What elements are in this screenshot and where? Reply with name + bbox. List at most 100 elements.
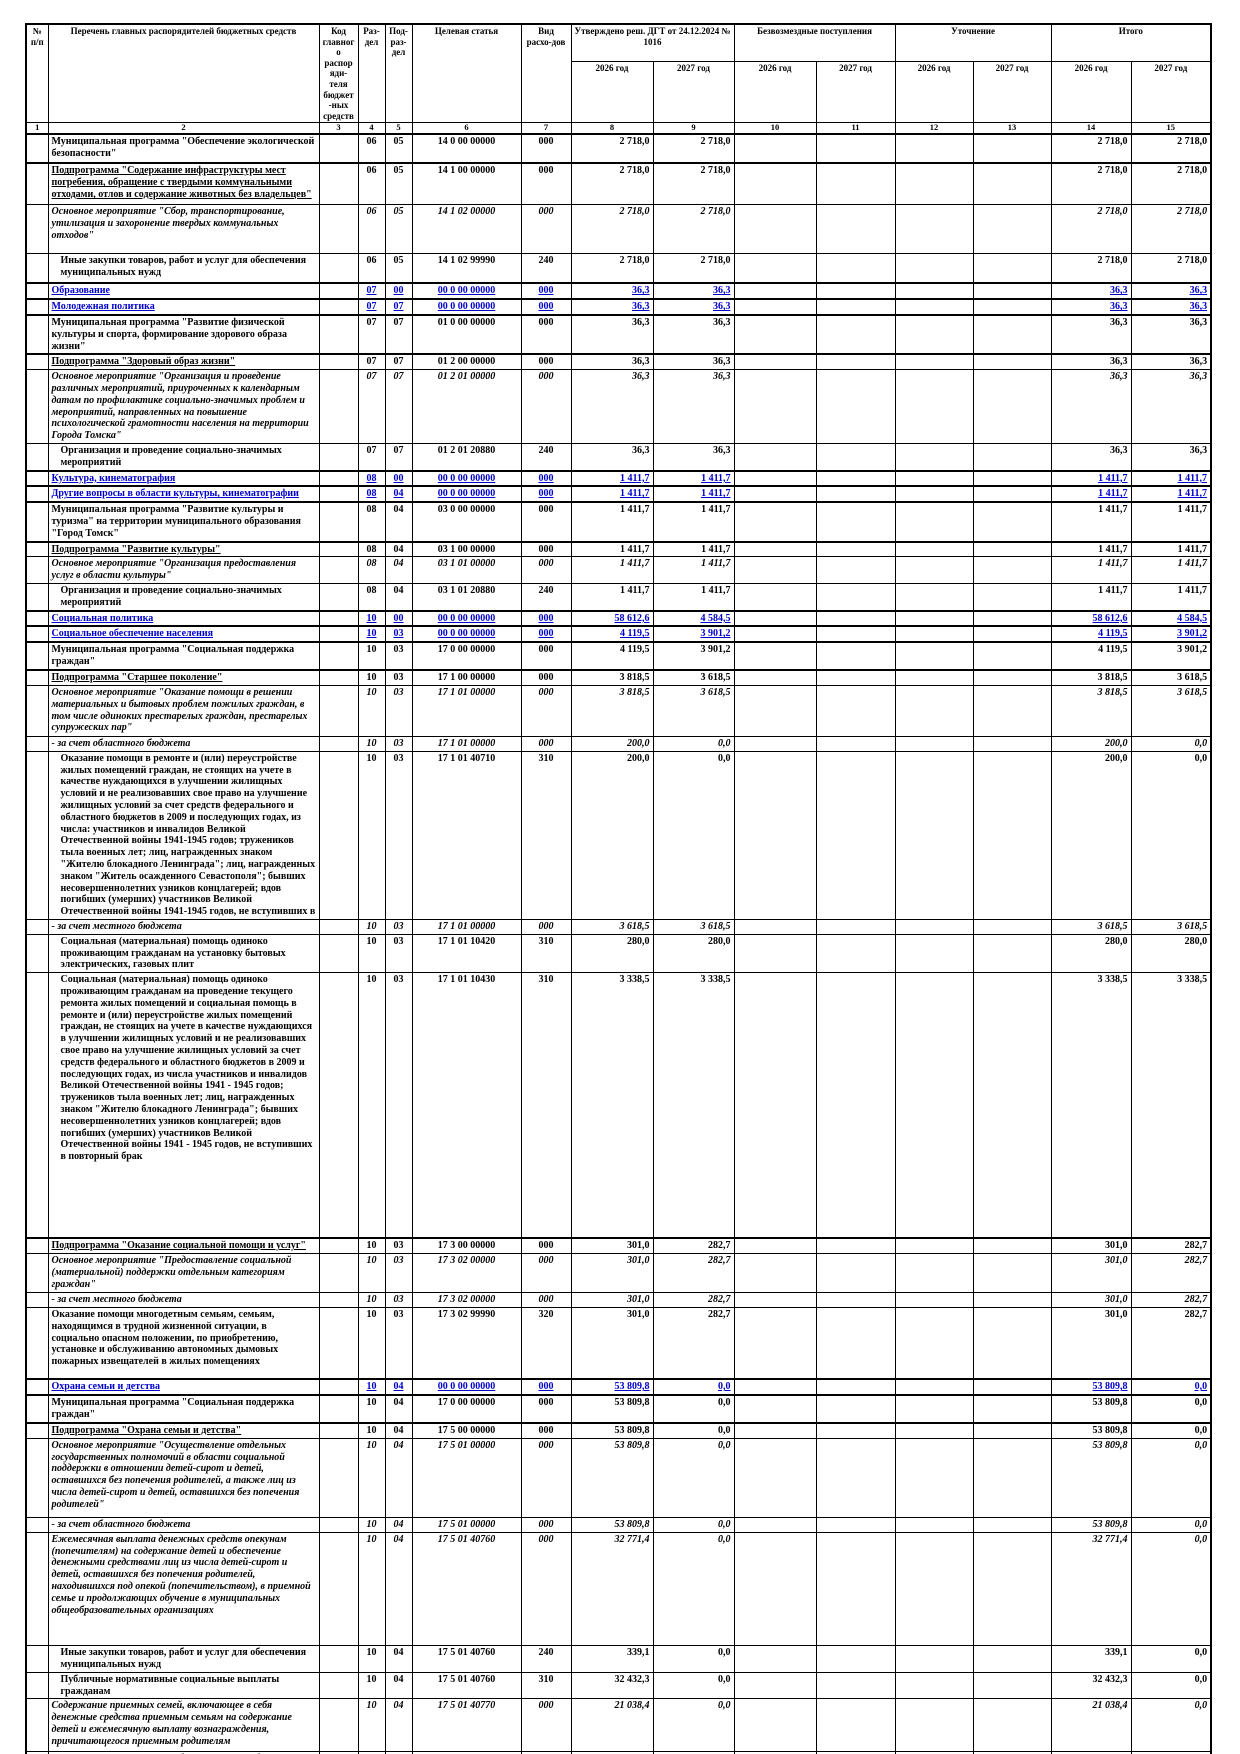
total-2026-cell: 36,3 xyxy=(1050,443,1132,472)
table-row: Муниципальная программа "Социальная подд… xyxy=(25,641,1212,671)
approved-2026-cell: 36,3 xyxy=(570,369,654,445)
total-2026-cell: 1 411,7 xyxy=(1050,540,1132,558)
adjustment-2026-cell xyxy=(894,298,974,317)
row-code-cell xyxy=(318,1644,359,1673)
adjustment-2026-cell xyxy=(894,669,974,687)
gratuitous-2027-cell xyxy=(815,540,896,558)
table-row: Основное мероприятие "Организация и пров… xyxy=(25,369,1212,445)
group-header-approved: Утверждено реш. ДГТ от 24.12.2024 № 1016 xyxy=(570,23,735,62)
row-vid-cell: 000 xyxy=(520,1516,572,1533)
row-csr-cell: 00 0 00 00000 xyxy=(411,1377,522,1396)
row-podrazdel-cell: 00 xyxy=(384,282,413,301)
row-number-cell xyxy=(25,736,49,752)
row-code-cell xyxy=(318,298,359,317)
adjustment-2027-cell xyxy=(972,282,1052,301)
adjustment-2026-cell xyxy=(894,253,974,284)
approved-2027-cell: 36,3 xyxy=(652,369,735,445)
total-2026-cell: 301,0 xyxy=(1050,1292,1132,1308)
total-2027-cell: 1 411,7 xyxy=(1130,583,1212,612)
table-row: Основное мероприятие "Осуществление отде… xyxy=(25,1437,1212,1518)
total-2026-cell: 1 411,7 xyxy=(1050,556,1132,585)
row-code-cell xyxy=(318,540,359,558)
row-number-cell xyxy=(25,1437,49,1518)
total-2026-cell: 4 119,5 xyxy=(1050,625,1132,644)
row-number-cell xyxy=(25,641,49,671)
adjustment-2026-cell xyxy=(894,736,974,752)
row-name-cell: Основное мероприятие "Осуществление отде… xyxy=(47,1437,320,1518)
total-2027-cell: 280,0 xyxy=(1130,933,1212,974)
table-row: Иные закупки товаров, работ и услуг для … xyxy=(25,253,1212,284)
row-name-cell: Основное мероприятие "Оказание помощи в … xyxy=(47,685,320,737)
row-csr-cell: 00 0 00 00000 xyxy=(411,609,522,628)
gratuitous-2027-cell xyxy=(815,1698,896,1753)
row-podrazdel-cell: 03 xyxy=(384,1237,413,1255)
adjustment-2027-cell xyxy=(972,314,1052,355)
table-row: Муниципальная программа "Развитие культу… xyxy=(25,501,1212,543)
adjustment-2027-cell xyxy=(972,133,1052,164)
row-vid-cell: 240 xyxy=(520,1644,572,1673)
table-row: Иные закупки товаров, работ и услуг для … xyxy=(25,1644,1212,1673)
adjustment-2026-cell xyxy=(894,1306,974,1380)
adjustment-2026-cell xyxy=(894,918,974,935)
gratuitous-2027-cell xyxy=(815,501,896,543)
total-2027-cell: 36,3 xyxy=(1130,353,1212,371)
total-2026-cell: 32 771,4 xyxy=(1050,1531,1132,1646)
year-header: 2027 год xyxy=(1130,60,1212,124)
row-code-cell xyxy=(318,1531,359,1646)
approved-2026-cell: 200,0 xyxy=(570,736,654,752)
row-number-cell xyxy=(25,669,49,687)
total-2027-cell: 1 411,7 xyxy=(1130,501,1212,543)
row-csr-cell: 14 0 00 00000 xyxy=(411,133,522,164)
row-name-cell: Муниципальная программа "Обеспечение эко… xyxy=(47,133,320,164)
row-name-cell: Организация и проведение социально-значи… xyxy=(47,583,320,612)
row-number-cell xyxy=(25,1516,49,1533)
table-row: Подпрограмма "Здоровый образ жизни" 07 07 0… xyxy=(25,353,1212,371)
gratuitous-2027-cell xyxy=(815,685,896,737)
row-vid-cell: 000 xyxy=(520,204,572,255)
row-razdel-cell: 10 xyxy=(357,1644,386,1673)
row-vid-cell: 000 xyxy=(520,314,572,355)
row-csr-cell: 03 1 01 00000 xyxy=(411,556,522,585)
row-name-cell: Культура, кинематография xyxy=(47,469,320,488)
adjustment-2027-cell xyxy=(972,583,1052,612)
gratuitous-2027-cell xyxy=(815,1394,896,1424)
approved-2026-cell: 3 818,5 xyxy=(570,685,654,737)
total-2026-cell: 2 718,0 xyxy=(1050,133,1132,164)
row-name-cell: Иные закупки товаров, работ и услуг для … xyxy=(47,1644,320,1673)
row-podrazdel-cell: 03 xyxy=(384,918,413,935)
row-razdel-cell: 10 xyxy=(357,1698,386,1753)
row-razdel-cell: 10 xyxy=(357,641,386,671)
row-code-cell xyxy=(318,669,359,687)
approved-2026-cell: 21 038,4 xyxy=(570,1698,654,1753)
row-podrazdel-cell: 04 xyxy=(384,583,413,612)
adjustment-2026-cell xyxy=(894,1394,974,1424)
approved-2027-cell: 2 718,0 xyxy=(652,253,735,284)
approved-2027-cell: 0,0 xyxy=(652,1394,735,1424)
row-podrazdel-cell: 03 xyxy=(384,1306,413,1380)
row-number-cell xyxy=(25,298,49,317)
approved-2026-cell: 4 119,5 xyxy=(570,625,654,644)
total-2027-cell: 282,7 xyxy=(1130,1292,1212,1308)
row-podrazdel-cell: 00 xyxy=(384,469,413,488)
row-podrazdel-cell: 04 xyxy=(384,1644,413,1673)
row-code-cell xyxy=(318,685,359,737)
adjustment-2027-cell xyxy=(972,1421,1052,1439)
approved-2026-cell: 53 809,8 xyxy=(570,1437,654,1518)
table-row: Муниципальная программа "Обеспечение эко… xyxy=(25,133,1212,164)
row-name-cell: Содержание приемных семей, включающее в … xyxy=(47,1698,320,1753)
approved-2027-cell: 282,7 xyxy=(652,1253,735,1294)
row-vid-cell: 310 xyxy=(520,933,572,974)
row-vid-cell: 310 xyxy=(520,750,572,920)
row-csr-cell: 00 0 00 00000 xyxy=(411,469,522,488)
row-code-cell xyxy=(318,918,359,935)
gratuitous-2026-cell xyxy=(733,485,817,504)
year-header: 2027 год xyxy=(652,60,735,124)
row-csr-cell: 17 5 00 00000 xyxy=(411,1421,522,1439)
adjustment-2026-cell xyxy=(894,609,974,628)
total-2027-cell: 282,7 xyxy=(1130,1253,1212,1294)
adjustment-2026-cell xyxy=(894,204,974,255)
approved-2027-cell: 3 901,2 xyxy=(652,641,735,671)
row-vid-cell: 000 xyxy=(520,282,572,301)
adjustment-2026-cell xyxy=(894,1644,974,1673)
total-2027-cell: 0,0 xyxy=(1130,1437,1212,1518)
